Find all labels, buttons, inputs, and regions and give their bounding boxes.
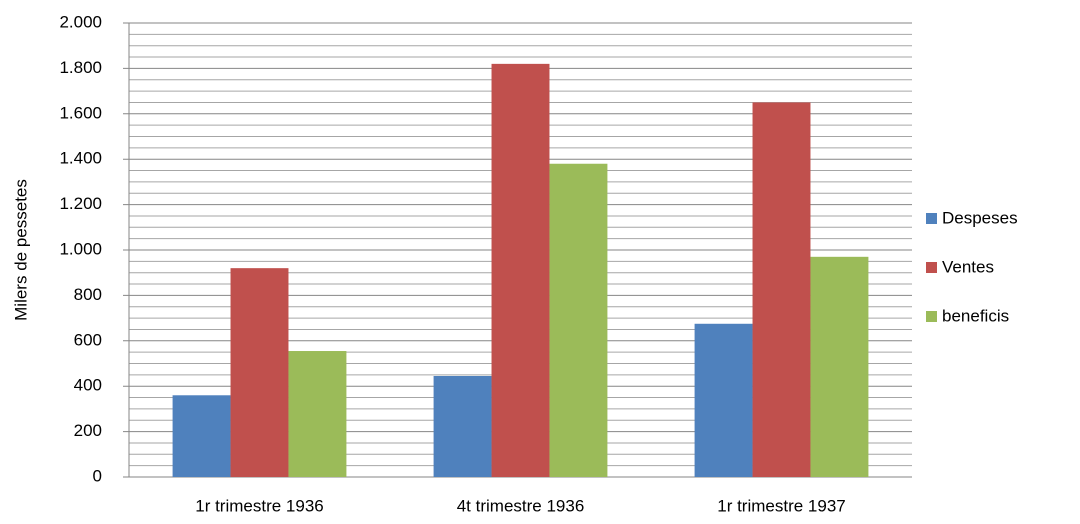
- y-tick-label: 1.800: [59, 58, 102, 77]
- y-tick-label: 200: [74, 421, 102, 440]
- legend-swatch: [926, 311, 937, 322]
- bar: [491, 63, 550, 478]
- bar: [752, 102, 811, 477]
- x-tick-label: 1r trimestre 1936: [195, 496, 324, 515]
- bar: [810, 256, 869, 477]
- bar: [694, 323, 753, 477]
- y-tick-label: 600: [74, 330, 102, 349]
- x-tick-label: 1r trimestre 1937: [717, 496, 846, 515]
- legend-swatch: [926, 213, 937, 224]
- bar: [549, 163, 608, 478]
- y-tick-label: 1.600: [59, 103, 102, 122]
- y-tick-label: 800: [74, 285, 102, 304]
- y-tick-label: 2.000: [59, 12, 102, 31]
- y-tick-label: 1.200: [59, 194, 102, 213]
- legend-swatch: [926, 262, 937, 273]
- x-tick-label: 4t trimestre 1936: [457, 496, 585, 515]
- bar: [433, 375, 492, 477]
- y-axis-label: Milers de pessetes: [11, 179, 30, 321]
- bar: [172, 395, 231, 477]
- legend-label: beneficis: [942, 306, 1009, 325]
- y-tick-label: 1.400: [59, 149, 102, 168]
- y-tick-label: 1.000: [59, 239, 102, 258]
- bar: [288, 351, 347, 477]
- y-tick-label: 400: [74, 376, 102, 395]
- y-tick-label: 0: [93, 466, 102, 485]
- legend-label: Ventes: [942, 257, 994, 276]
- legend-label: Despeses: [942, 208, 1018, 227]
- bar: [230, 268, 289, 477]
